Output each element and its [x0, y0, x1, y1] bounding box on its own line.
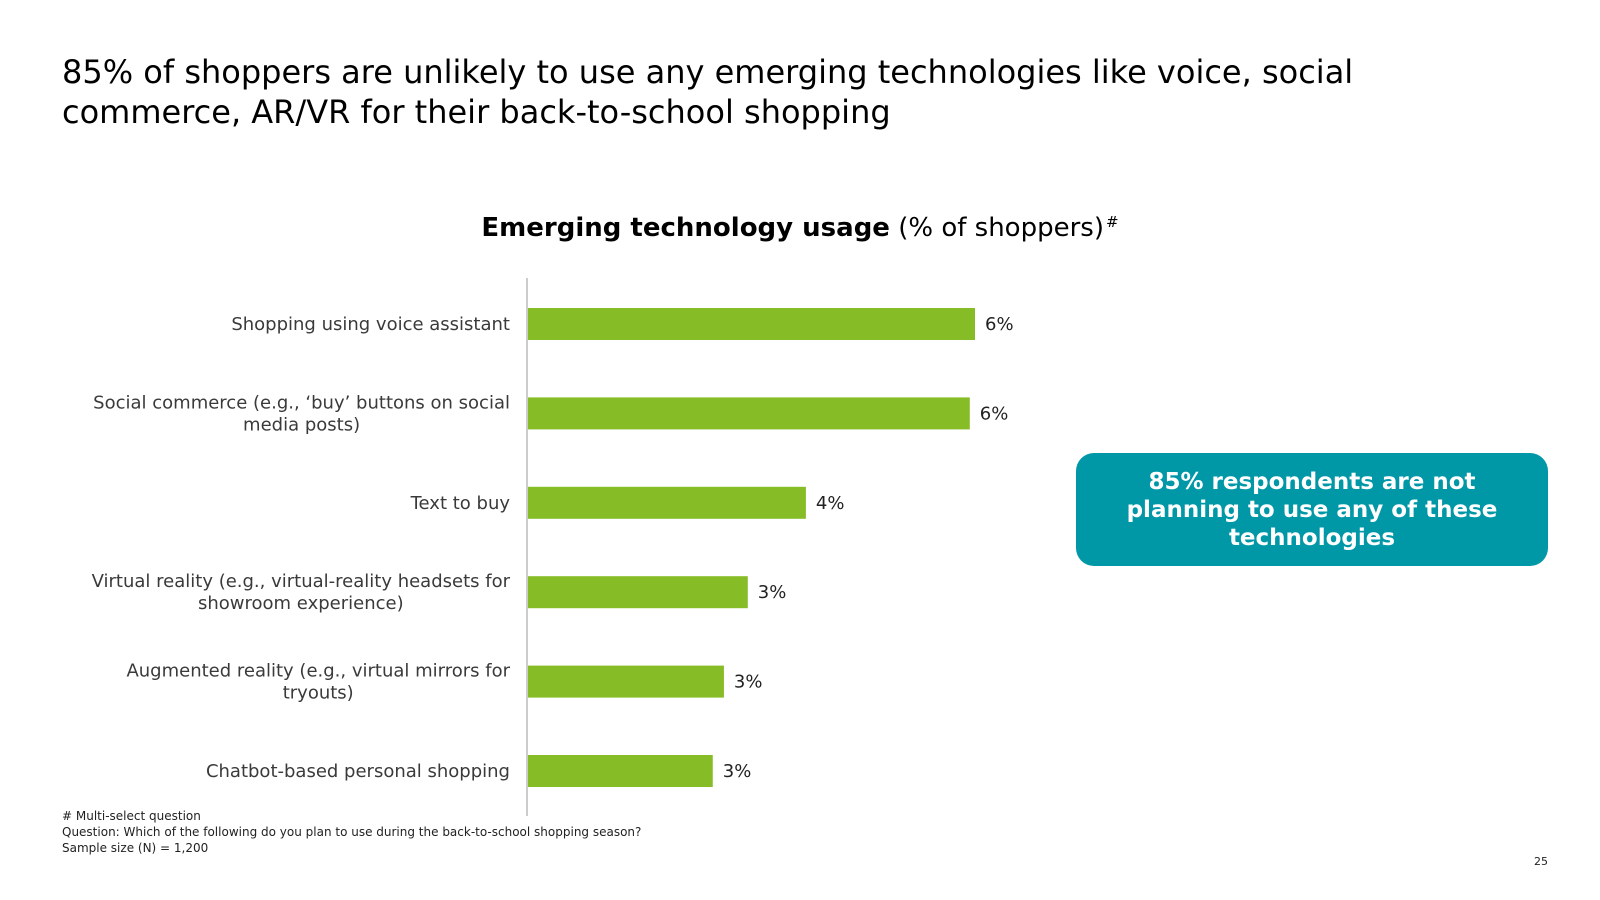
value-label: 3% — [723, 761, 752, 782]
value-label: 6% — [985, 314, 1014, 335]
footnotes: # Multi-select question Question: Which … — [62, 808, 641, 856]
category-label: Text to buy — [410, 493, 511, 514]
page-number: 25 — [1534, 855, 1548, 868]
value-label: 3% — [734, 672, 763, 693]
chart-title-unit: (% of shoppers) — [898, 213, 1104, 243]
footnote-multiselect: # Multi-select question — [62, 809, 201, 823]
bar — [528, 486, 806, 519]
bar — [528, 755, 713, 787]
page-title: 85% of shoppers are unlikely to use any … — [62, 53, 1354, 131]
bar — [528, 576, 748, 609]
bar — [528, 308, 975, 340]
value-label: 6% — [980, 403, 1009, 424]
footnote-sample-size: Sample size (N) = 1,200 — [62, 841, 209, 855]
chart-title-marker: # — [1105, 213, 1119, 231]
category-label: Chatbot-based personal shopping — [206, 761, 510, 782]
value-label: 3% — [758, 582, 787, 603]
category-label: Shopping using voice assistant — [231, 314, 510, 335]
chart-title-bold: Emerging technology usage — [481, 213, 890, 243]
category-label: Virtual reality (e.g., virtual-reality h… — [92, 571, 511, 614]
category-label: Social commerce (e.g., ‘buy’ buttons on … — [93, 392, 510, 435]
bar — [528, 665, 724, 698]
value-label: 4% — [816, 493, 845, 514]
callout-box: 85% respondents are not planning to use … — [1076, 453, 1548, 566]
chart-title: Emerging technology usage (% of shoppers… — [0, 206, 1600, 244]
footnote-question: Question: Which of the following do you … — [62, 825, 642, 839]
bar — [528, 397, 970, 430]
category-label: Augmented reality (e.g., virtual mirrors… — [126, 661, 510, 704]
